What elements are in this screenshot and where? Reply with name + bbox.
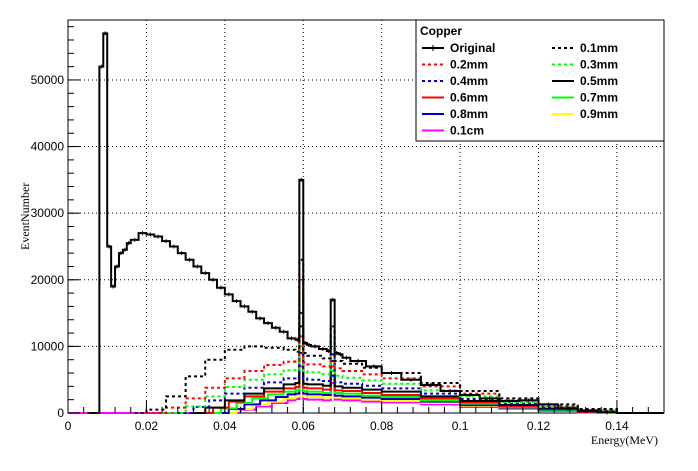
series-marker — [526, 398, 531, 403]
y-tick-label: 30000 — [31, 206, 65, 220]
series-marker — [226, 292, 231, 297]
legend-label: Original — [450, 41, 495, 55]
series-marker — [546, 402, 551, 407]
x-tick-label: 0.02 — [135, 419, 159, 433]
series-marker — [99, 64, 104, 69]
series-marker — [467, 393, 472, 398]
legend-box — [415, 19, 665, 142]
series-marker — [203, 271, 208, 276]
series-marker — [195, 264, 200, 269]
legend-marker — [431, 45, 435, 51]
series-marker — [507, 399, 512, 404]
legend-label: 0.9mm — [580, 107, 618, 121]
series-marker — [171, 244, 176, 249]
series-marker — [107, 244, 112, 249]
series-marker — [273, 325, 278, 330]
x-tick-label: 0 — [65, 419, 72, 433]
series-marker — [103, 31, 108, 36]
legend-label: 0.6mm — [450, 91, 488, 105]
legend-label: 0.4mm — [450, 74, 488, 88]
series-layer — [68, 31, 664, 415]
series-marker — [265, 321, 270, 326]
series-marker — [148, 232, 153, 237]
legend-label: 0.2mm — [450, 58, 488, 72]
series-marker — [428, 383, 433, 388]
series-marker — [307, 343, 312, 348]
series-marker — [281, 329, 286, 334]
series-line-0-1mm — [134, 258, 664, 414]
series-marker — [320, 347, 325, 352]
legend-title: Copper — [420, 24, 462, 38]
series-marker — [295, 337, 300, 342]
series-marker — [303, 341, 308, 346]
series-marker — [409, 377, 414, 382]
y-axis-title: EventNumber — [18, 183, 32, 250]
series-marker — [122, 247, 127, 252]
series-marker — [250, 309, 255, 314]
series-marker — [242, 304, 247, 309]
x-axis-title: Energy(MeV) — [591, 433, 658, 447]
series-line-Original — [87, 32, 664, 414]
legend-label: 0.5mm — [580, 74, 618, 88]
series-marker — [448, 389, 453, 394]
y-tick-label: 50000 — [31, 73, 65, 87]
series-marker — [585, 408, 590, 413]
series-marker — [338, 352, 343, 357]
series-marker — [344, 355, 349, 360]
series-marker — [179, 251, 184, 256]
legend-label: 0.1mm — [580, 41, 618, 55]
legend-label: 0.8mm — [450, 107, 488, 121]
series-marker — [258, 316, 263, 321]
series-marker — [356, 359, 361, 364]
x-tick-label: 0.14 — [605, 419, 629, 433]
series-marker — [118, 251, 123, 256]
x-tick-label: 0.04 — [213, 419, 237, 433]
y-tick-label: 20000 — [31, 273, 65, 287]
series-marker — [126, 241, 131, 246]
series-marker — [389, 371, 394, 376]
series-marker — [140, 231, 145, 236]
series-marker — [326, 349, 331, 354]
series-marker — [156, 234, 161, 239]
legend-label: 0.7mm — [580, 91, 618, 105]
legend: Copper Original 0.1mm 0.2mm 0.3mm 0.4mm 0.5mm… — [415, 19, 665, 142]
series-marker — [334, 351, 339, 356]
series-marker — [132, 237, 137, 242]
x-tick-label: 0.08 — [370, 419, 394, 433]
axes: 0 0.02 0.04 0.06 0.08 0.1 0.12 0.14 0 10000 20000 3… — [31, 26, 665, 433]
series-marker — [605, 410, 610, 415]
series-marker — [187, 257, 192, 262]
y-tick-label: 10000 — [31, 339, 65, 353]
series-marker — [313, 344, 318, 349]
y-tick-label: 0 — [57, 406, 64, 420]
series-marker — [218, 285, 223, 290]
legend-label: 0.1cm — [450, 124, 484, 138]
series-marker — [164, 239, 169, 244]
series-marker — [565, 406, 570, 411]
x-tick-label: 0.12 — [527, 419, 551, 433]
series-marker — [111, 284, 116, 289]
x-tick-label: 0.06 — [292, 419, 316, 433]
series-marker — [115, 264, 120, 269]
series-marker — [487, 396, 492, 401]
series-marker — [299, 177, 304, 182]
x-tick-label: 0.1 — [452, 419, 469, 433]
series-marker — [371, 364, 376, 369]
series-marker — [330, 297, 335, 302]
series-marker — [211, 277, 216, 282]
legend-label: 0.3mm — [580, 58, 618, 72]
series-marker — [289, 336, 294, 341]
series-marker — [234, 299, 239, 304]
y-tick-label: 40000 — [31, 140, 65, 154]
